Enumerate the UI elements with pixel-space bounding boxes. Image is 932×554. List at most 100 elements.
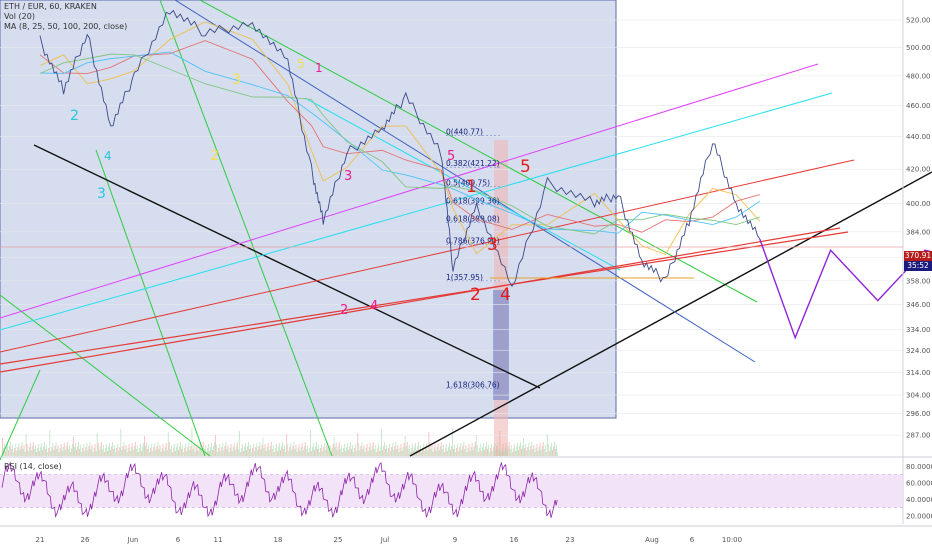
volume-bar bbox=[163, 451, 165, 456]
moving-average-label[interactable]: MA (8, 25, 50, 100, 200, close) bbox=[4, 22, 128, 31]
volume-bar bbox=[96, 433, 98, 456]
volume-bar bbox=[305, 449, 307, 456]
volume-bar bbox=[15, 444, 17, 456]
volume-bar bbox=[530, 446, 532, 456]
volume-bar bbox=[133, 446, 135, 456]
volume-bar bbox=[556, 445, 557, 456]
volume-bar bbox=[197, 451, 199, 456]
volume-bar bbox=[55, 442, 57, 456]
volume-bar bbox=[200, 450, 202, 456]
volume-bar bbox=[524, 448, 526, 456]
volume-bar bbox=[278, 447, 279, 456]
volume-bar bbox=[481, 447, 483, 456]
volume-bar bbox=[353, 452, 355, 456]
elliott-wave-label: 1 bbox=[315, 61, 323, 75]
time-tick-label: 21 bbox=[36, 536, 45, 544]
time-tick-label: 11 bbox=[214, 536, 223, 544]
price-tick-label: 358.00 bbox=[906, 277, 931, 285]
volume-bar bbox=[189, 450, 191, 456]
volume-bar bbox=[354, 448, 356, 456]
volume-bar bbox=[227, 445, 229, 456]
volume-bar bbox=[450, 450, 451, 456]
volume-bar bbox=[221, 447, 223, 456]
volume-bar bbox=[219, 444, 221, 456]
volume-bar bbox=[107, 451, 108, 456]
volume-bar bbox=[405, 446, 407, 456]
volume-bar bbox=[263, 448, 265, 456]
volume-bar bbox=[132, 450, 134, 456]
volume-bar bbox=[94, 444, 96, 456]
volume-bar bbox=[451, 446, 452, 456]
volume-bar bbox=[113, 449, 115, 456]
black-descending-line bbox=[33, 144, 541, 389]
volume-bar bbox=[280, 450, 281, 456]
volume-bar bbox=[437, 443, 439, 456]
volume-bar bbox=[154, 443, 156, 456]
volume-bar bbox=[385, 449, 386, 456]
volume-bar bbox=[95, 451, 97, 456]
elliott-wave-label: 2 bbox=[340, 303, 348, 318]
time-tick-label: 6 bbox=[176, 536, 181, 544]
volume-bar bbox=[343, 444, 345, 456]
volume-bar bbox=[421, 452, 423, 456]
volume-bar bbox=[156, 446, 158, 456]
volume-bar bbox=[252, 448, 254, 456]
volume-bar bbox=[436, 447, 438, 456]
volume-bar bbox=[145, 446, 146, 456]
volume-bar bbox=[195, 448, 197, 456]
volume-bar bbox=[419, 449, 420, 456]
volume-bar bbox=[136, 445, 138, 456]
volume-bar bbox=[267, 443, 269, 456]
volume-bar bbox=[286, 434, 288, 456]
volume-bar bbox=[144, 436, 145, 456]
volume-bar bbox=[175, 451, 176, 456]
volume-bar bbox=[297, 448, 299, 456]
volume-bar bbox=[128, 444, 130, 456]
rsi-indicator-label[interactable]: RSI (14, close) bbox=[4, 462, 62, 471]
volume-bar bbox=[315, 446, 316, 456]
volume-bar bbox=[358, 443, 360, 456]
volume-bar bbox=[72, 444, 73, 456]
volume-bar bbox=[50, 451, 52, 456]
volume-bar bbox=[87, 450, 89, 456]
volume-bar bbox=[431, 445, 433, 456]
volume-bar bbox=[398, 452, 400, 456]
green-fan-line bbox=[159, 0, 333, 457]
volume-bar bbox=[311, 451, 312, 456]
volume-bar bbox=[48, 448, 50, 456]
volume-bar bbox=[21, 442, 23, 456]
volume-bar bbox=[97, 443, 99, 456]
volume-bar bbox=[99, 446, 101, 456]
rsi-line bbox=[1, 461, 558, 518]
volume-bar bbox=[525, 444, 527, 456]
volume-bar bbox=[519, 446, 520, 456]
volume-bar bbox=[486, 442, 487, 456]
price-tick-label: 520.00 bbox=[906, 16, 931, 24]
volume-bar bbox=[283, 449, 284, 456]
volume-bar bbox=[435, 451, 437, 456]
volume-bar bbox=[414, 447, 415, 456]
volume-bar bbox=[8, 450, 9, 456]
volume-bar bbox=[255, 447, 257, 456]
green-channel-line bbox=[95, 149, 206, 457]
volume-bar bbox=[375, 452, 377, 456]
volume-bar bbox=[201, 446, 203, 456]
volume-bar bbox=[222, 443, 224, 456]
volume-bar bbox=[211, 443, 212, 456]
volume-bar bbox=[118, 451, 120, 456]
volume-bar bbox=[114, 445, 116, 456]
volume-indicator-label[interactable]: Vol (20) bbox=[4, 12, 35, 21]
volume-bar bbox=[254, 451, 256, 456]
volume-bar bbox=[71, 448, 72, 456]
volume-bar bbox=[184, 448, 186, 456]
volume-bar bbox=[361, 442, 363, 456]
price-tick-label: 460.00 bbox=[906, 102, 931, 110]
volume-bar bbox=[392, 443, 394, 456]
volume-bar bbox=[27, 451, 29, 456]
volume-bar bbox=[376, 448, 378, 456]
volume-bar bbox=[167, 432, 169, 456]
volume-bar bbox=[363, 445, 365, 456]
volume-bar bbox=[292, 446, 294, 456]
